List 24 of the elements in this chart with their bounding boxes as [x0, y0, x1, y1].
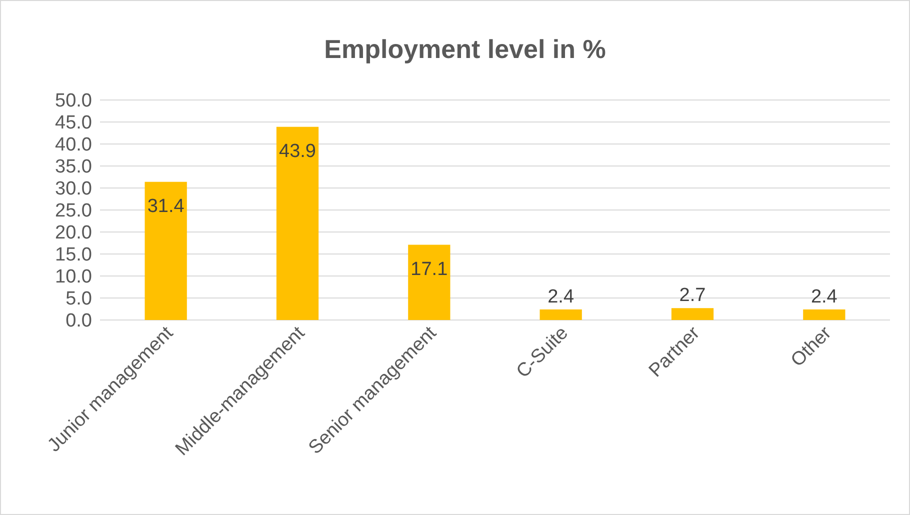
- bar: [671, 308, 714, 320]
- bar: [276, 126, 319, 320]
- y-tick-label: 50.0: [55, 90, 92, 112]
- y-tick-label: 5.0: [66, 288, 92, 310]
- data-label: 2.4: [810, 286, 838, 308]
- data-label: 2.7: [679, 285, 706, 306]
- y-tick-label: 30.0: [55, 178, 92, 200]
- bar: [144, 182, 187, 320]
- data-label: 43.9: [279, 140, 316, 162]
- bar: [803, 309, 846, 320]
- y-tick-label: 20.0: [55, 222, 92, 244]
- bar: [408, 244, 450, 320]
- data-label: 31.4: [147, 196, 185, 217]
- data-label: 17.1: [410, 258, 448, 280]
- y-tick-label: 45.0: [55, 112, 92, 134]
- y-tick-label: 35.0: [55, 156, 92, 178]
- chart-title: Employment level in %: [324, 34, 606, 64]
- y-tick-label: 10.0: [55, 266, 92, 288]
- y-tick-label: 40.0: [55, 134, 92, 156]
- data-label: 2.4: [548, 286, 574, 308]
- y-tick-label: 15.0: [55, 244, 92, 266]
- bar: [540, 309, 582, 320]
- y-tick-label: 0.0: [66, 310, 92, 332]
- y-tick-label: 25.0: [55, 200, 92, 222]
